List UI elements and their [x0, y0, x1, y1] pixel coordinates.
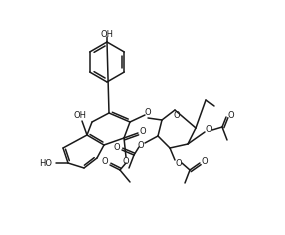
Text: O: O [228, 110, 234, 120]
Text: O: O [140, 128, 146, 137]
Text: O: O [102, 157, 108, 167]
Text: HO: HO [40, 158, 52, 168]
Text: O: O [174, 110, 180, 120]
Text: O: O [123, 157, 129, 165]
Text: O: O [176, 158, 182, 168]
Text: O: O [145, 107, 151, 117]
Text: O: O [114, 144, 120, 153]
Text: OH: OH [101, 30, 113, 39]
Text: O: O [202, 157, 208, 165]
Text: O: O [138, 141, 144, 150]
Text: O: O [206, 125, 212, 134]
Text: OH: OH [74, 110, 87, 120]
